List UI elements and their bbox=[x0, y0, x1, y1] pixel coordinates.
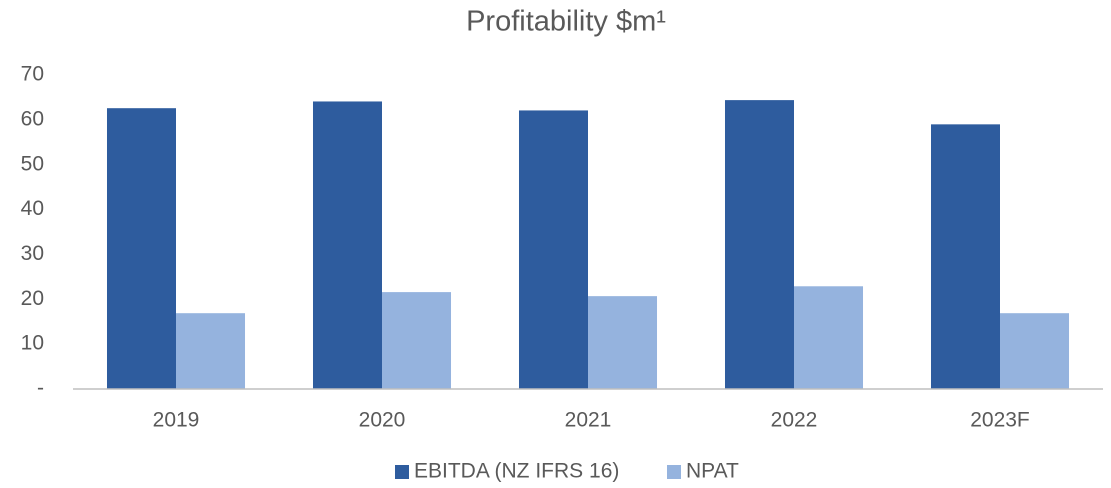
legend-label: NPAT bbox=[686, 460, 739, 483]
x-tick-label: 2019 bbox=[153, 409, 200, 432]
bar bbox=[930, 124, 1000, 389]
bar bbox=[588, 296, 658, 389]
x-tick-label: 2020 bbox=[359, 409, 406, 432]
bar bbox=[312, 101, 382, 390]
x-tick-label: 2021 bbox=[565, 409, 612, 432]
y-tick-label: 30 bbox=[21, 242, 44, 265]
bar bbox=[794, 286, 864, 389]
chart-title: Profitability $m¹ bbox=[466, 6, 666, 38]
bar bbox=[724, 100, 794, 390]
bar bbox=[1000, 313, 1070, 389]
y-tick-label: 70 bbox=[21, 63, 44, 86]
x-tick-label: 2022 bbox=[771, 409, 818, 432]
bar bbox=[518, 110, 588, 390]
bar bbox=[176, 313, 246, 389]
bar bbox=[106, 108, 176, 390]
y-tick-label: 20 bbox=[21, 287, 44, 310]
bar bbox=[382, 292, 452, 389]
x-tick-label: 2023F bbox=[970, 409, 1030, 432]
y-tick-label: 60 bbox=[21, 107, 44, 130]
y-tick-label: 10 bbox=[21, 332, 44, 355]
y-tick-label: - bbox=[37, 377, 44, 400]
legend-label: EBITDA (NZ IFRS 16) bbox=[414, 460, 619, 483]
y-tick-label: 40 bbox=[21, 197, 44, 220]
y-tick-label: 50 bbox=[21, 152, 44, 175]
legend-swatch bbox=[667, 465, 681, 479]
legend-swatch bbox=[395, 465, 409, 479]
